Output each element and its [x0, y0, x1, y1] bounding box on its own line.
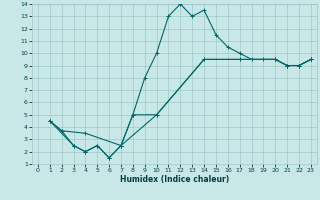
X-axis label: Humidex (Indice chaleur): Humidex (Indice chaleur) [120, 175, 229, 184]
